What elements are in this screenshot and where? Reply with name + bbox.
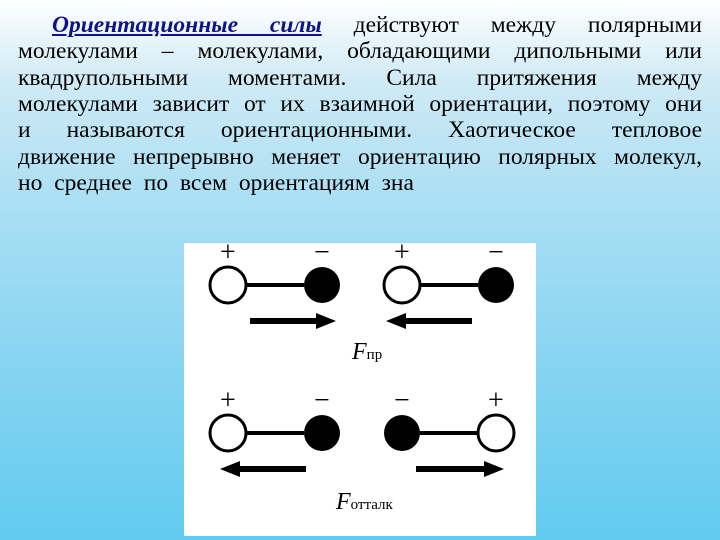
sign-plus: + xyxy=(220,385,236,417)
sign-plus: + xyxy=(488,385,504,417)
sign-plus: + xyxy=(220,237,236,269)
dipole-diagram: + − + − + − − + Fпр F xyxy=(184,243,536,536)
paragraph-body: полярными молекулами – молекулами, облад… xyxy=(18,12,702,196)
sign-minus: − xyxy=(394,385,410,417)
sign-minus: − xyxy=(488,237,504,269)
sign-plus: + xyxy=(394,237,410,269)
lead-rest: действуют между xyxy=(322,12,556,38)
body-text: Ориентационные силы действуют между поля… xyxy=(0,0,720,196)
sign-minus: − xyxy=(314,385,330,417)
label-f-repulsion: Fотталк xyxy=(336,489,393,516)
sign-minus: − xyxy=(314,237,330,269)
lead-phrase: Ориентационные силы xyxy=(52,12,322,38)
label-f-attraction: Fпр xyxy=(352,339,382,366)
